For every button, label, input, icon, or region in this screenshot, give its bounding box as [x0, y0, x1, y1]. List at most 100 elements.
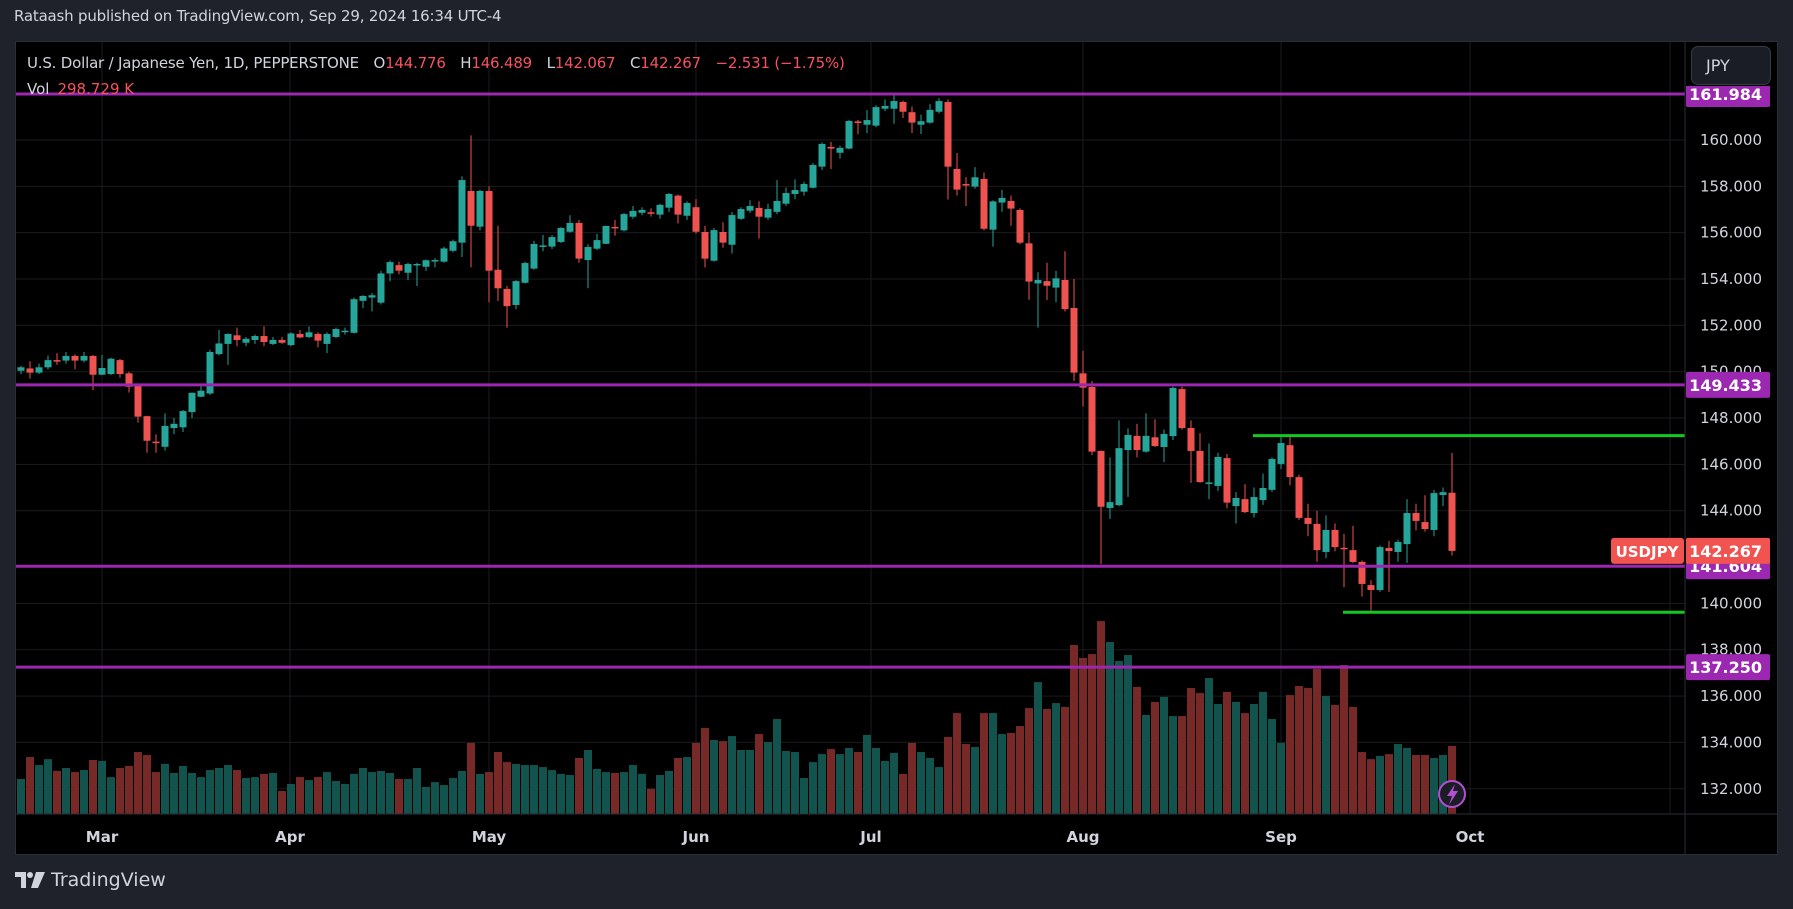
volume-bar [1322, 696, 1330, 814]
candle-up [323, 333, 331, 344]
volume-bar [773, 719, 781, 814]
volume-bar [1070, 644, 1078, 814]
candle-up [458, 180, 466, 243]
volume-bar [143, 755, 151, 814]
candle-down [1025, 243, 1033, 282]
candle-down [575, 222, 583, 259]
volume-bar [1007, 732, 1015, 814]
candle-down [89, 355, 97, 375]
volume-bar [1304, 688, 1312, 814]
volume-bar [1259, 691, 1267, 814]
volume-bar [413, 767, 421, 814]
open-value: 144.776 [385, 54, 446, 72]
volume-bar [665, 770, 673, 814]
volume-bar [1169, 716, 1177, 814]
candle-up [62, 355, 70, 361]
volume-bar [656, 775, 664, 814]
volume-bar [1430, 757, 1438, 814]
candle-up [638, 209, 646, 213]
candle-down [71, 355, 79, 361]
volume-bar [233, 770, 241, 814]
symbol-title[interactable]: U.S. Dollar / Japanese Yen, 1D, PEPPERST… [27, 54, 359, 72]
candle-down [953, 168, 961, 190]
volume-bar [710, 739, 718, 814]
lightning-icon[interactable] [1438, 780, 1466, 808]
candle-up [1430, 493, 1438, 530]
volume-bar [305, 780, 313, 814]
candle-up [620, 214, 628, 231]
close-label: C [629, 54, 641, 72]
volume-bar [1079, 657, 1087, 814]
volume-bar [539, 767, 547, 814]
candle-down [1016, 209, 1024, 243]
candle-up [215, 343, 223, 355]
time-tick-label: Oct [1456, 828, 1485, 846]
volume-bar [1403, 747, 1411, 814]
candles [17, 94, 1456, 613]
volume-bar [341, 783, 349, 814]
volume-bar [908, 742, 916, 814]
candle-up [1205, 482, 1213, 484]
price-tick-label: 136.000 [1700, 687, 1762, 705]
candle-up [1142, 435, 1150, 452]
candle-up [44, 360, 52, 368]
candle-down [674, 195, 682, 215]
volume-bar [1295, 685, 1303, 814]
currency-button[interactable]: JPY [1691, 46, 1771, 85]
candle-up [413, 263, 421, 266]
volume-bar [602, 772, 610, 814]
high-value: 146.489 [471, 54, 533, 72]
candle-up [269, 339, 277, 344]
volume-bar [530, 765, 538, 814]
candle-up [170, 423, 178, 429]
volume-bar [62, 767, 70, 814]
volume-bar [1214, 703, 1222, 814]
candle-down [233, 335, 241, 340]
last-price-badge [1686, 537, 1770, 564]
volume-bar [440, 785, 448, 814]
candle-down [26, 368, 34, 373]
volume-label[interactable]: Vol [27, 80, 50, 98]
level-price-label: 137.250 [1689, 658, 1762, 677]
volume-bar [980, 713, 988, 814]
candle-up [440, 248, 448, 262]
volume-bar [26, 757, 34, 814]
volume-bars [17, 621, 1456, 814]
volume-bar [719, 741, 727, 814]
volume-bar [242, 778, 250, 814]
candle-down [1295, 477, 1303, 518]
volume-bar [1106, 642, 1114, 814]
price-tick-label: 132.000 [1700, 780, 1762, 798]
candle-down [1241, 499, 1249, 513]
price-axis: 132.000134.000136.000138.000140.000144.0… [1700, 131, 1762, 798]
volume-bar [692, 742, 700, 814]
volume-bar [485, 772, 493, 814]
candle-down [719, 231, 727, 243]
candle-down [692, 207, 700, 232]
candle-down [134, 385, 142, 417]
candle-down [125, 373, 133, 387]
level-price-badge [1686, 654, 1770, 681]
volume-bar [1448, 745, 1456, 814]
candle-down [1448, 492, 1456, 551]
volume-bar [872, 747, 880, 814]
candle-down [1358, 561, 1366, 584]
volume-bar [746, 749, 754, 814]
candle-up [341, 330, 349, 333]
candle-up [242, 338, 250, 343]
candle-down [143, 416, 151, 441]
candle-down [1088, 386, 1096, 452]
volume-bar [152, 772, 160, 814]
volume-bar [278, 790, 286, 814]
tradingview-logo[interactable]: TradingView [15, 869, 166, 891]
candle-up [998, 197, 1006, 203]
candle-down [1187, 428, 1195, 451]
chart-container[interactable] [15, 41, 1778, 855]
candle-down [1043, 281, 1051, 286]
symbol-badge-label: USDJPY [1616, 543, 1680, 561]
candle-up [890, 101, 898, 109]
candle-up [1115, 448, 1123, 506]
candle-up [818, 143, 826, 167]
volume-bar [206, 770, 214, 814]
